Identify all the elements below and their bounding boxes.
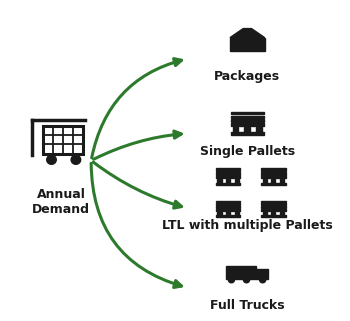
Bar [225, 266, 256, 279]
Bar [226, 212, 230, 215]
Bar [262, 179, 267, 183]
Bar [262, 212, 267, 215]
Polygon shape [247, 29, 265, 38]
FancyArrowPatch shape [92, 59, 182, 158]
Bar [231, 119, 264, 122]
Bar [216, 170, 240, 172]
Bar [261, 173, 286, 175]
Bar [280, 212, 284, 215]
Bar [226, 179, 230, 183]
Bar [271, 212, 275, 215]
Bar [234, 212, 239, 215]
Bar [231, 132, 264, 134]
Bar [280, 179, 284, 183]
Circle shape [244, 277, 250, 283]
Bar [271, 179, 275, 183]
Bar [216, 206, 240, 208]
Bar [216, 173, 240, 175]
Bar [216, 183, 240, 185]
Bar [233, 127, 238, 132]
Bar [216, 168, 240, 170]
Polygon shape [230, 29, 247, 38]
Bar [216, 201, 240, 203]
Circle shape [228, 277, 235, 283]
FancyArrowPatch shape [93, 131, 181, 159]
Bar [256, 269, 268, 279]
Bar [231, 112, 264, 115]
Bar [230, 38, 265, 51]
Bar [261, 209, 286, 211]
Circle shape [260, 277, 266, 283]
Bar [231, 123, 264, 126]
Bar [217, 212, 222, 215]
Bar [216, 209, 240, 211]
Bar [256, 127, 262, 132]
Bar [231, 116, 264, 118]
Text: LTL with multiple Pallets: LTL with multiple Pallets [162, 219, 333, 232]
Circle shape [47, 155, 56, 164]
Bar [261, 201, 286, 203]
Bar [261, 206, 286, 208]
Text: Packages: Packages [214, 70, 280, 83]
Bar [261, 204, 286, 205]
Bar [216, 204, 240, 205]
Bar [261, 215, 286, 217]
Text: Annual
Demand: Annual Demand [32, 187, 90, 215]
Bar [216, 176, 240, 178]
FancyArrowPatch shape [91, 163, 182, 288]
Bar [216, 215, 240, 217]
Bar [261, 168, 286, 170]
Bar [261, 176, 286, 178]
Bar [217, 179, 222, 183]
Bar [261, 170, 286, 172]
Bar [43, 126, 83, 153]
Text: Single Pallets: Single Pallets [200, 144, 295, 158]
Bar [245, 127, 250, 132]
FancyArrowPatch shape [93, 162, 182, 208]
Bar [234, 179, 239, 183]
Circle shape [71, 155, 81, 164]
Text: Full Trucks: Full Trucks [210, 299, 285, 312]
Bar [261, 183, 286, 185]
